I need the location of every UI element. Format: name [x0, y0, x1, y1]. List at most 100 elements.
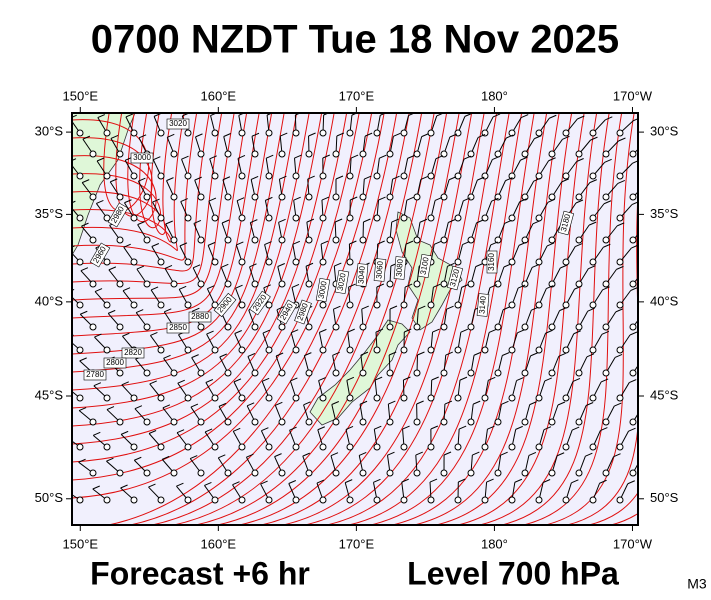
station	[400, 214, 408, 222]
barb-feather	[402, 425, 410, 430]
contour-line	[542, 113, 635, 525]
station	[616, 394, 624, 402]
station	[224, 323, 232, 331]
station	[346, 214, 354, 222]
barb-feather	[361, 305, 369, 310]
station	[629, 150, 637, 158]
station	[562, 496, 570, 504]
lat-tick-label: 40°S	[35, 293, 64, 308]
barb-feather	[136, 265, 145, 270]
station	[346, 172, 354, 180]
station	[265, 129, 273, 137]
barb-feather	[644, 310, 651, 313]
barb-feather	[576, 158, 584, 162]
contour-label-box	[373, 258, 387, 282]
barb-feather	[617, 179, 626, 184]
barb-feather	[204, 428, 213, 433]
station	[184, 258, 192, 266]
contour-label-box	[334, 269, 350, 295]
barb-feather	[274, 453, 282, 458]
barb-feather	[374, 376, 383, 381]
station	[211, 258, 219, 266]
contour-line	[389, 113, 548, 525]
barb-feather	[542, 479, 551, 483]
station	[467, 323, 475, 331]
station	[359, 150, 367, 158]
barb-feather	[487, 425, 495, 430]
barb-feather	[628, 427, 636, 432]
forecast-label: Forecast +6 hr	[90, 555, 310, 591]
contour-label: 3000	[315, 277, 331, 303]
station	[211, 172, 219, 180]
station	[373, 443, 381, 451]
contour-label-box	[315, 277, 331, 303]
station	[494, 193, 502, 201]
barb-feather	[432, 328, 440, 333]
barb-feather	[644, 267, 651, 270]
station	[548, 418, 556, 426]
station	[103, 394, 111, 402]
barb-feather	[571, 426, 580, 431]
contour-line	[72, 113, 285, 373]
station	[373, 394, 381, 402]
station	[332, 323, 340, 331]
station	[143, 469, 151, 477]
contour-line	[72, 113, 348, 463]
barb-feather	[205, 379, 214, 383]
station	[251, 369, 259, 377]
barb-feather	[388, 400, 396, 405]
station	[548, 280, 556, 288]
contour-label-text: 3100	[419, 256, 431, 276]
barb-feather	[221, 263, 229, 268]
station	[211, 346, 219, 354]
contour-line	[455, 113, 585, 525]
station	[157, 394, 165, 402]
station	[76, 301, 84, 309]
barb-feather	[546, 285, 554, 290]
station	[386, 418, 394, 426]
contour-line	[258, 113, 473, 525]
barb-feather	[561, 178, 569, 183]
barb-feather	[448, 219, 456, 223]
station	[400, 346, 408, 354]
barb-feather	[473, 351, 482, 356]
contour-label-text: 2820	[124, 348, 142, 357]
barb-feather	[603, 200, 612, 205]
station	[454, 301, 462, 309]
contour-label: 3040	[355, 263, 369, 287]
barb-feather	[236, 241, 244, 246]
station	[440, 193, 448, 201]
barb-feather	[334, 218, 343, 223]
contour-label: 3180	[557, 210, 575, 236]
barb-feather	[629, 331, 638, 336]
station	[265, 214, 273, 222]
lon-tick-label: 170°E	[339, 536, 375, 551]
barb-feather	[138, 177, 146, 182]
station	[373, 346, 381, 354]
barb-feather	[633, 118, 638, 122]
station	[197, 469, 205, 477]
barb-feather	[308, 132, 316, 137]
station	[427, 394, 435, 402]
station	[103, 496, 111, 504]
barb-feather	[190, 455, 198, 460]
station	[494, 236, 502, 244]
station	[332, 418, 340, 426]
barb-feather	[247, 352, 256, 357]
barb-feather	[72, 487, 73, 488]
barb-feather	[518, 241, 527, 246]
station	[427, 214, 435, 222]
barb-feather	[164, 308, 172, 313]
barb-feather	[332, 351, 340, 356]
station	[278, 418, 286, 426]
station	[508, 258, 516, 266]
station	[467, 369, 475, 377]
station	[575, 469, 583, 477]
station	[89, 469, 97, 477]
contour-label: 3060	[373, 258, 387, 282]
station	[184, 496, 192, 504]
barb-feather	[404, 283, 413, 288]
station	[413, 469, 421, 477]
contour-label-box	[446, 265, 464, 291]
station	[589, 214, 597, 222]
